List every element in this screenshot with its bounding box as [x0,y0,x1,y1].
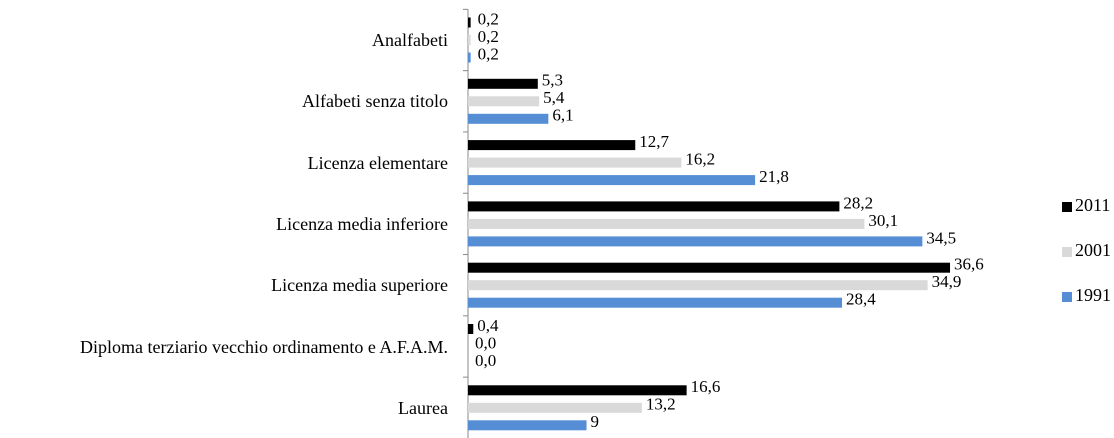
value-label: 5,4 [543,88,565,107]
value-label: 0,4 [477,316,499,335]
bar [468,35,471,45]
value-label: 21,8 [759,167,789,186]
bar [468,113,549,124]
legend-swatch [1062,292,1072,302]
value-label: 30,1 [868,211,898,230]
bar [468,96,540,107]
category-label: Diploma terziario vecchio ordinamento e … [0,336,448,358]
category-text: Diploma terziario vecchio ordinamento e … [80,336,448,357]
legend-label: 2001 [1075,240,1111,260]
category-text: Laurea [398,397,448,418]
category-label: Alfabeti senza titolo [0,90,448,112]
value-label: 34,9 [932,272,962,291]
bar [468,175,756,186]
category-text: Licenza media superiore [271,275,448,296]
value-label: 13,2 [646,395,676,414]
category-text: Analfabeti [372,30,448,50]
value-label: 5,3 [542,71,563,90]
value-label: 28,4 [846,290,876,309]
legend-swatch [1062,247,1072,257]
value-label: 0,0 [475,333,496,352]
value-label: 9 [591,412,600,431]
bar [468,324,474,334]
bar [468,201,840,212]
bar [468,140,636,151]
legend-swatch [1062,202,1072,212]
value-label: 12,7 [639,132,669,151]
category-label: Laurea [0,397,448,419]
value-label: 34,5 [926,228,956,247]
bar [468,157,682,168]
category-text: Licenza media inferiore [276,213,448,234]
bar [468,236,923,247]
category-label: Licenza media inferiore [0,213,448,235]
value-label: 36,6 [954,255,984,274]
bar [468,52,471,63]
bar [468,402,642,413]
category-label: Licenza elementare [0,152,448,174]
bar [468,17,471,28]
bar [468,420,587,431]
category-text: Alfabeti senza titolo [302,91,448,112]
category-label: Licenza media superiore [0,274,448,296]
category-label: Analfabeti [0,29,448,51]
bar [468,280,928,291]
category-text: Licenza elementare [307,152,448,173]
value-label: 0,2 [478,27,499,46]
value-label: 0,2 [478,9,499,28]
value-label: 0,0 [475,351,496,370]
bar [468,218,865,229]
value-label: 6,1 [552,106,573,125]
value-label: 28,2 [843,193,873,212]
legend-label: 1991 [1075,285,1111,305]
bar [468,385,687,396]
bar [468,78,538,89]
bar [468,262,951,273]
value-label: 0,2 [478,44,499,63]
bar [468,297,843,308]
value-label: 16,2 [685,150,715,169]
legend-label: 2011 [1075,195,1110,215]
value-label: 16,6 [691,377,721,396]
